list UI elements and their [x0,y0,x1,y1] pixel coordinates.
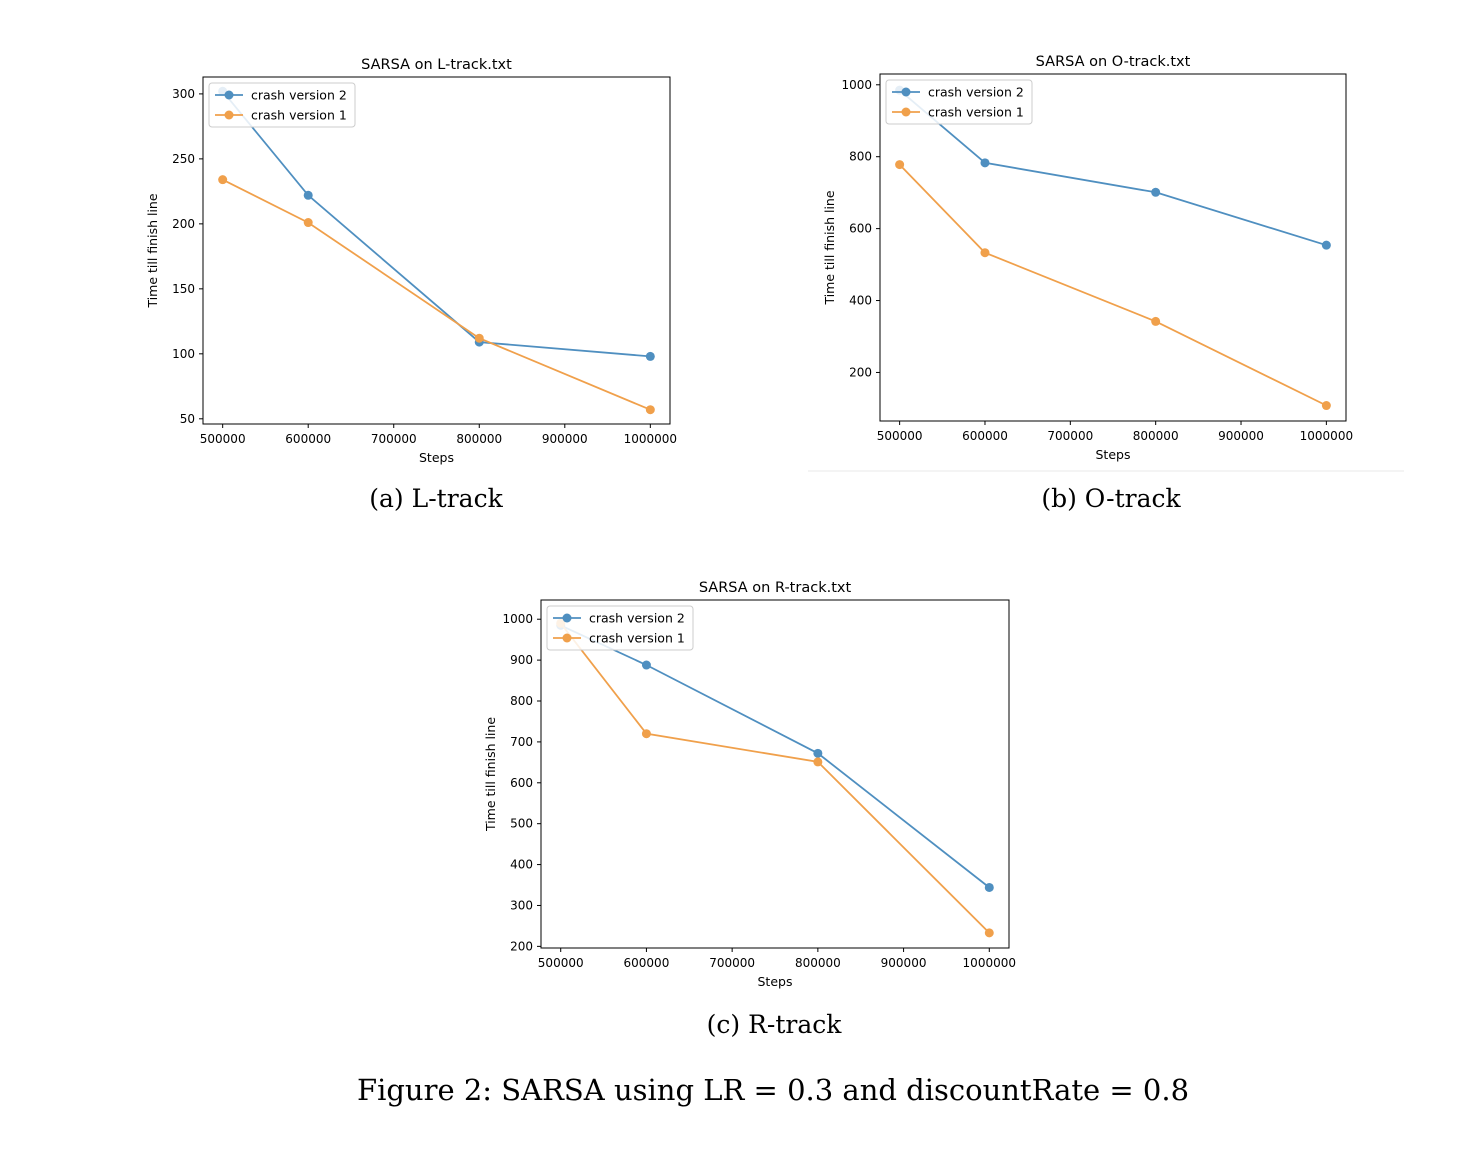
y-tick-label: 400 [849,294,872,308]
plot-l-track: SARSA on L-track.txt 500000 600000 700000 80… [145,57,677,465]
y-tick-label: 100 [172,347,195,361]
plot-frame [202,76,671,425]
plot-o-track: SARSA on O-track.txt 500000 600000 700000 80… [822,54,1353,462]
y-tick-label: 300 [510,898,533,912]
legend-box [208,82,356,128]
data-point-crash-version-2 [984,882,994,892]
y-axis-label: Time till finish line [145,193,160,308]
x-tick-label: 1000000 [963,956,1016,970]
x-tick-label: 500000 [877,429,923,443]
y-tick-label: 150 [172,282,195,296]
data-point-crash-version-2 [641,660,651,670]
x-tick-label: 700000 [709,956,755,970]
x-tick-label: 900000 [542,432,588,446]
legend-label: crash version 1 [928,105,1024,120]
y-tick-label: 200 [849,365,872,379]
data-point-crash-version-2 [303,190,313,200]
legend-label: crash version 1 [589,631,685,646]
legend-marker [224,110,234,120]
y-tick-label: 700 [510,735,533,749]
series-line-crash-version-1 [559,622,990,934]
legend-box [885,79,1033,125]
chart-title: SARSA on R-track.txt [699,580,852,596]
legend-marker [562,613,572,623]
x-tick-label: 600000 [285,432,331,446]
data-point-crash-version-1 [641,729,651,739]
y-tick-label: 1000 [841,78,872,92]
x-tick-label: 700000 [371,432,417,446]
chart-title: SARSA on O-track.txt [1036,54,1191,70]
plot-r-track: SARSA on R-track.txt 500000 600000 700000 80… [483,580,1016,989]
legend-marker [562,633,572,643]
y-tick-label: 50 [180,412,195,426]
x-tick-label: 800000 [795,956,841,970]
legend-label: crash version 1 [251,108,347,123]
plot-frame [879,73,1347,422]
y-axis-label: Time till finish line [822,190,837,305]
y-tick-label: 900 [510,653,533,667]
caption-l-track: (a) L-track [369,484,503,513]
data-point-crash-version-2 [1151,187,1161,197]
x-tick-label: 500000 [200,432,246,446]
x-tick-label: 500000 [538,956,584,970]
y-tick-label: 600 [510,776,533,790]
data-point-crash-version-1 [1321,401,1331,411]
data-point-crash-version-1 [895,160,905,170]
caption-o-track: (b) O-track [1041,484,1181,513]
legend-box [546,605,694,651]
data-point-crash-version-1 [645,405,655,415]
y-tick-label: 200 [172,217,195,231]
caption-r-track: (c) R-track [706,1010,842,1039]
x-tick-label: 1000000 [624,432,677,446]
x-tick-label: 900000 [881,956,927,970]
series-line-crash-version-1 [222,178,651,411]
data-point-crash-version-1 [984,928,994,938]
y-tick-label: 1000 [502,612,533,626]
legend-marker [901,107,911,117]
series-line-crash-version-2 [899,89,1327,247]
data-point-crash-version-1 [218,175,228,185]
data-point-crash-version-1 [813,757,823,767]
y-tick-label: 400 [510,858,533,872]
legend-label: crash version 2 [589,611,685,626]
x-axis-label: Steps [1096,447,1131,462]
data-point-crash-version-2 [1321,240,1331,250]
data-point-crash-version-1 [474,333,484,343]
y-tick-label: 600 [849,222,872,236]
legend-label: crash version 2 [251,88,347,103]
y-tick-label: 250 [172,152,195,166]
series-line-crash-version-1 [898,163,1327,407]
x-tick-label: 600000 [962,429,1008,443]
y-tick-label: 200 [510,939,533,953]
y-tick-label: 500 [510,817,533,831]
y-tick-label: 300 [172,87,195,101]
series-line-crash-version-2 [222,90,651,358]
x-tick-label: 600000 [624,956,670,970]
data-point-crash-version-1 [303,218,313,228]
x-axis-label: Steps [758,974,793,989]
y-axis-label: Time till finish line [483,717,498,832]
series-line-crash-version-2 [560,624,990,889]
x-axis-label: Steps [419,450,454,465]
data-point-crash-version-1 [980,248,990,258]
data-point-crash-version-2 [813,748,823,758]
data-point-crash-version-1 [1151,316,1161,326]
x-tick-label: 900000 [1218,429,1264,443]
chart-title: SARSA on L-track.txt [361,57,512,73]
x-tick-label: 700000 [1047,429,1093,443]
legend-marker [901,87,911,97]
plot-frame [540,599,1010,949]
x-tick-label: 800000 [456,432,502,446]
legend-label: crash version 2 [928,85,1024,100]
y-tick-label: 800 [510,694,533,708]
y-tick-label: 800 [849,150,872,164]
data-point-crash-version-2 [980,158,990,168]
data-point-crash-version-2 [645,351,655,361]
figure-caption: Figure 2: SARSA using LR = 0.3 and disco… [356,1073,1190,1107]
x-tick-label: 1000000 [1300,429,1353,443]
legend-marker [224,90,234,100]
x-tick-label: 800000 [1133,429,1179,443]
